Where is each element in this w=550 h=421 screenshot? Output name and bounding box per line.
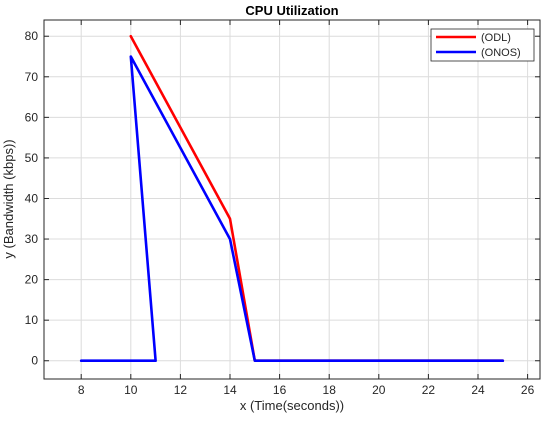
x-tick-label: 10 — [124, 383, 138, 397]
y-tick-label: 0 — [31, 354, 38, 368]
series-line-onos — [79, 55, 505, 363]
x-tick-label: 18 — [323, 383, 337, 397]
legend-box — [430, 28, 535, 62]
y-tick-label: 80 — [25, 29, 39, 43]
y-tick-label: 40 — [25, 191, 39, 205]
y-tick-label: 20 — [25, 273, 39, 287]
x-tick-label: 24 — [471, 383, 485, 397]
x-tick-label: 12 — [174, 383, 188, 397]
chart-title: CPU Utilization — [245, 3, 338, 18]
x-axis-label: x (Time(seconds)) — [240, 398, 344, 413]
x-tick-label: 20 — [372, 383, 386, 397]
plot-background — [44, 20, 540, 379]
y-tick-label: 70 — [25, 70, 39, 84]
x-tick-label: 22 — [422, 383, 436, 397]
x-tick-label: 26 — [521, 383, 535, 397]
ticks — [44, 20, 540, 379]
x-tick-label: 16 — [273, 383, 287, 397]
legend-label-odl: (ODL) — [481, 32, 511, 44]
x-tick-label: 8 — [78, 383, 85, 397]
tick-labels: 8 10 12 14 16 18 20 22 24 26 0 10 20 30 40 50 60 70 80 — [25, 29, 535, 397]
plot-frame — [43, 19, 541, 380]
series-layer — [79, 34, 505, 363]
y-tick-label: 60 — [25, 110, 39, 124]
legend-label-onos: (ONOS) — [481, 47, 521, 59]
x-tick-label: 14 — [223, 383, 237, 397]
legend: (ODL) (ONOS) — [430, 28, 535, 62]
y-tick-label: 30 — [25, 232, 39, 246]
y-tick-label: 50 — [25, 151, 39, 165]
y-axis-label: y (Bandwidth (kbps)) — [1, 139, 16, 258]
y-tick-label: 10 — [25, 313, 39, 327]
